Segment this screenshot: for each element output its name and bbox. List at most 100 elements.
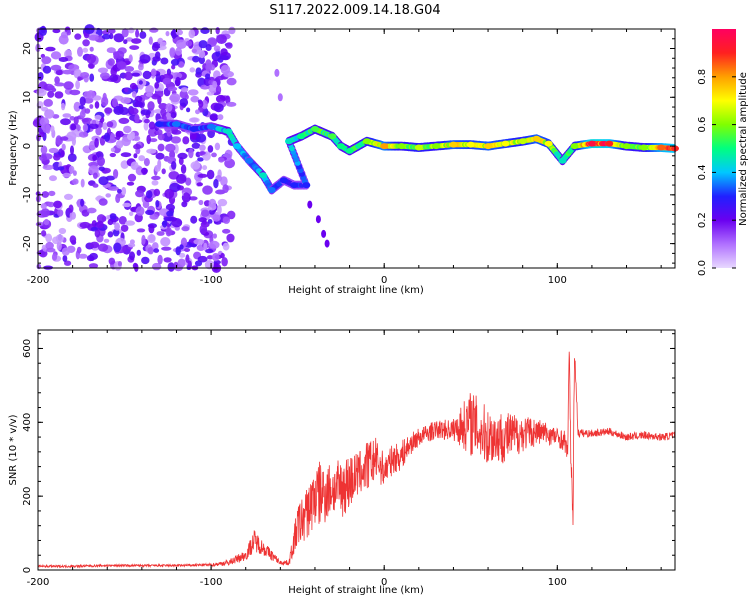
noise-blob bbox=[182, 136, 190, 145]
colorbar-tick-label: 0.4 bbox=[697, 164, 708, 180]
noise-blob bbox=[84, 108, 91, 114]
noise-blob bbox=[206, 169, 215, 180]
y-tick-label: 600 bbox=[22, 339, 33, 358]
ridge-peak bbox=[414, 144, 423, 151]
noise-blob bbox=[88, 123, 99, 130]
noise-blob bbox=[64, 260, 72, 266]
ridge-peak bbox=[302, 182, 311, 189]
noise-blob bbox=[79, 221, 91, 229]
noise-blob bbox=[70, 145, 74, 155]
noise-blob bbox=[171, 218, 183, 228]
noise-blob bbox=[62, 69, 73, 75]
noise-blob bbox=[160, 108, 167, 117]
noise-blob bbox=[148, 36, 153, 45]
x-tick-label: 100 bbox=[548, 275, 567, 286]
noise-blob bbox=[149, 27, 159, 33]
feature-blob bbox=[307, 200, 313, 209]
snr-background bbox=[38, 330, 675, 570]
noise-blob bbox=[165, 226, 172, 237]
noise-blob bbox=[39, 154, 47, 162]
noise-blob bbox=[226, 233, 235, 243]
noise-blob bbox=[120, 224, 129, 232]
noise-blob bbox=[92, 183, 99, 188]
noise-blob bbox=[160, 41, 167, 47]
noise-blob bbox=[205, 73, 211, 80]
noise-blob bbox=[97, 67, 109, 74]
noise-blob bbox=[82, 39, 90, 47]
noise-blob bbox=[115, 140, 124, 149]
noise-blob bbox=[175, 39, 187, 49]
noise-blob bbox=[61, 102, 66, 111]
noise-blob bbox=[148, 224, 155, 234]
noise-blob bbox=[107, 219, 114, 226]
noise-blob bbox=[80, 198, 85, 207]
noise-blob bbox=[55, 135, 62, 146]
noise-blob bbox=[198, 56, 205, 65]
noise-blob bbox=[48, 147, 59, 154]
x-tick-label: 0 bbox=[381, 577, 387, 588]
noise-blob bbox=[185, 254, 190, 263]
noise-blob bbox=[58, 227, 67, 235]
noise-blob bbox=[119, 107, 129, 115]
noise-blob bbox=[74, 33, 82, 40]
noise-blob bbox=[136, 249, 141, 256]
noise-blob bbox=[135, 206, 145, 216]
ridge-peak bbox=[311, 126, 319, 132]
noise-blob bbox=[127, 243, 136, 248]
ridge-peak bbox=[397, 143, 406, 150]
noise-blob bbox=[196, 182, 203, 187]
noise-blob bbox=[222, 242, 230, 251]
noise-blob bbox=[72, 178, 79, 185]
colorbar: 0.0 0.2 0.4 0.6 0.8 Normalized spectral ampl… bbox=[697, 29, 749, 276]
noise-blob bbox=[82, 47, 89, 53]
noise-blob bbox=[189, 196, 198, 201]
noise-blob bbox=[69, 211, 77, 220]
y-tick-label: 400 bbox=[22, 413, 33, 432]
noise-blob bbox=[83, 97, 94, 104]
noise-blob bbox=[83, 91, 92, 99]
noise-blob bbox=[163, 257, 172, 263]
noise-blob bbox=[221, 257, 228, 267]
noise-blob bbox=[94, 101, 100, 109]
noise-blob bbox=[140, 109, 151, 116]
noise-blob bbox=[149, 138, 158, 143]
noise-blob bbox=[103, 132, 111, 142]
noise-blob bbox=[222, 184, 229, 194]
noise-blob bbox=[94, 229, 101, 238]
noise-blob bbox=[51, 253, 58, 261]
colorbar-gradient bbox=[712, 29, 736, 268]
noise-blob bbox=[154, 164, 161, 172]
noise-blob bbox=[106, 47, 116, 54]
noise-blob bbox=[121, 186, 127, 196]
ridge-peak bbox=[155, 121, 164, 128]
noise-blob bbox=[165, 143, 176, 153]
noise-blob bbox=[141, 167, 148, 175]
noise-blob bbox=[186, 107, 191, 113]
noise-blob bbox=[164, 188, 175, 199]
noise-blob bbox=[67, 153, 77, 162]
noise-blob bbox=[157, 133, 165, 141]
noise-blob bbox=[147, 234, 156, 244]
noise-blob bbox=[211, 253, 220, 262]
noise-blob bbox=[82, 123, 88, 132]
ridge-peak bbox=[328, 133, 337, 140]
noise-blob bbox=[55, 234, 64, 243]
x-tick-label: -100 bbox=[200, 275, 223, 286]
noise-blob bbox=[129, 45, 140, 50]
ridge-peak bbox=[558, 157, 567, 164]
colorbar-tick-label: 0.8 bbox=[697, 69, 708, 85]
noise-blob bbox=[162, 220, 168, 228]
noise-blob bbox=[78, 105, 84, 110]
noise-blob bbox=[58, 57, 69, 62]
noise-blob bbox=[50, 64, 62, 71]
ridge-peak bbox=[336, 143, 345, 150]
noise-blob bbox=[49, 175, 57, 182]
ridge-peak bbox=[605, 140, 614, 147]
noise-blob bbox=[62, 113, 72, 118]
noise-blob bbox=[190, 215, 198, 224]
noise-blob bbox=[45, 233, 53, 243]
noise-blob bbox=[185, 40, 193, 47]
noise-blob bbox=[178, 252, 186, 258]
noise-blob bbox=[88, 63, 94, 69]
